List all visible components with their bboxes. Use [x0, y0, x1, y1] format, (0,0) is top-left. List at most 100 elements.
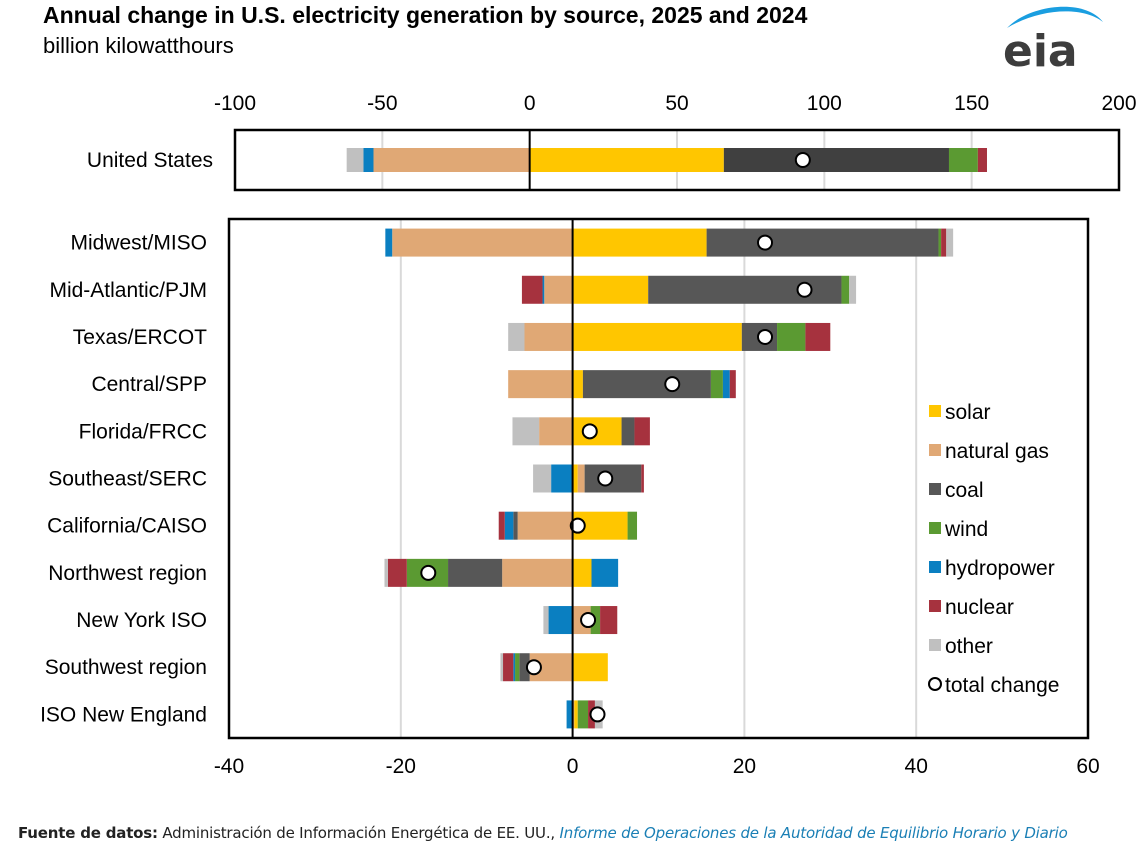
- total-change-swatch-icon: [928, 677, 942, 691]
- bar-segment-solar: [572, 322, 742, 351]
- logo-text: eia: [1003, 26, 1078, 72]
- bar-segment-coal: [519, 653, 530, 682]
- x-tick-label: -20: [386, 755, 416, 778]
- bar-segment-nuclear: [805, 322, 831, 351]
- bar-segment-nuclear: [503, 653, 514, 682]
- bar-segment-coal: [513, 511, 518, 540]
- bar-segment-solar: [529, 148, 724, 172]
- x-tick-label: 60: [1076, 755, 1099, 778]
- bar-segment-wind: [515, 653, 520, 682]
- legend-label: natural gas: [945, 440, 1049, 463]
- bar-row: [500, 653, 608, 682]
- legend-swatch-icon: [929, 561, 941, 573]
- bar-segment-solar: [572, 370, 583, 399]
- chart-title: Annual change in U.S. electricity genera…: [43, 2, 808, 28]
- total-change-marker: [569, 517, 586, 534]
- bar-segment-wind: [577, 700, 589, 729]
- legend-item-wind: wind: [929, 518, 988, 541]
- source-link[interactable]: Informe de Operaciones de la Autoridad d…: [559, 824, 1068, 842]
- us-x-axis-ticks: -100 -50 0 50 100 150 200: [214, 92, 1137, 115]
- bar-segment-hydropower: [548, 606, 573, 635]
- x-tick-label: 100: [807, 92, 842, 115]
- bar-segment-solar: [572, 653, 608, 682]
- chart-subtitle: billion kilowatthours: [43, 33, 234, 58]
- bar-segment-natural-gas: [517, 511, 573, 540]
- category-label: Midwest/MISO: [70, 232, 207, 255]
- x-tick-label: 150: [954, 92, 989, 115]
- category-label: Northwest region: [48, 562, 207, 585]
- bar-segment-hydropower: [363, 148, 374, 172]
- bar-segment-coal: [448, 558, 503, 587]
- bar-segment-other: [500, 653, 504, 682]
- bar-segment-coal: [582, 370, 711, 399]
- bar-segment-solar: [572, 275, 649, 304]
- legend-swatch-icon: [929, 405, 941, 417]
- bar-segment-solar: [572, 558, 592, 587]
- region-x-axis-ticks: -40 -20 0 20 40 60: [214, 755, 1100, 778]
- total-change-marker: [589, 706, 606, 723]
- category-label: Mid-Atlantic/PJM: [49, 279, 207, 302]
- legend-swatch-icon: [929, 639, 941, 651]
- legend-swatch-icon: [929, 483, 941, 495]
- bar-segment-nuclear: [977, 148, 987, 172]
- total-change-marker: [420, 564, 437, 581]
- legend-item-total: total change: [928, 674, 1059, 697]
- bar-segment-wind: [627, 511, 638, 540]
- bar-segment-natural-gas: [373, 148, 530, 172]
- bar-row: [498, 511, 638, 540]
- x-tick-label: 40: [905, 755, 928, 778]
- x-tick-label: -50: [367, 92, 397, 115]
- legend-swatch-icon: [929, 522, 941, 534]
- bar-row: [543, 606, 618, 635]
- x-tick-label: 200: [1101, 92, 1136, 115]
- legend-label: wind: [944, 518, 988, 541]
- bar-segment-nuclear: [521, 275, 543, 304]
- total-change-marker: [794, 152, 811, 168]
- bar-row: [508, 322, 831, 351]
- bar-segment-hydropower: [504, 511, 514, 540]
- legend: solar natural gas coal wind hydropower nuclea…: [928, 401, 1059, 697]
- legend-item-solar: solar: [929, 401, 991, 424]
- legend-label: hydropower: [945, 557, 1055, 580]
- x-tick-label: 0: [567, 755, 579, 778]
- bar-segment-hydropower: [722, 370, 730, 399]
- legend-label: other: [945, 635, 993, 658]
- bar-segment-other: [543, 606, 549, 635]
- legend-item-coal: coal: [929, 479, 984, 502]
- total-change-marker: [796, 281, 813, 298]
- category-label: Central/SPP: [91, 373, 207, 396]
- region-bars: [384, 219, 954, 738]
- bar-row: [346, 148, 987, 172]
- bar-segment-wind: [710, 370, 723, 399]
- total-change-marker: [664, 376, 681, 393]
- bar-segment-other: [533, 464, 552, 493]
- bar-segment-natural-gas: [508, 370, 573, 399]
- legend-swatch-icon: [929, 444, 941, 456]
- bar-segment-natural-gas: [539, 417, 573, 446]
- bar-segment-wind: [841, 275, 850, 304]
- bar-segment-other: [346, 148, 364, 172]
- bar-row: [512, 417, 650, 446]
- us-plot-frame: [233, 128, 1121, 192]
- bar-segment-other: [512, 417, 540, 446]
- bar-segment-nuclear: [641, 464, 644, 493]
- bar-segment-coal: [621, 417, 635, 446]
- bar-segment-solar: [574, 700, 578, 729]
- total-change-marker: [757, 234, 774, 251]
- bar-segment-hydropower: [591, 558, 619, 587]
- legend-item-other: other: [929, 635, 993, 658]
- bar-segment-wind: [777, 322, 806, 351]
- category-label: New York ISO: [76, 609, 207, 632]
- eia-logo: eia: [1003, 6, 1103, 72]
- bar-row: [533, 464, 644, 493]
- us-bars: [346, 130, 987, 190]
- bar-segment-natural-gas: [544, 275, 573, 304]
- category-labels: United States Midwest/MISO Mid-Atlantic/PJ…: [40, 149, 213, 726]
- legend-item-nuclear: nuclear: [929, 596, 1014, 619]
- bar-segment-other: [946, 228, 954, 257]
- x-tick-label: 50: [665, 92, 688, 115]
- bar-row: [384, 558, 619, 587]
- bar-segment-nuclear: [941, 228, 947, 257]
- category-label: ISO New England: [40, 703, 207, 726]
- legend-label: total change: [945, 674, 1059, 697]
